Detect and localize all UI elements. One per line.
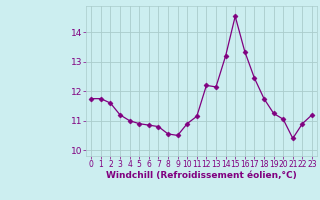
X-axis label: Windchill (Refroidissement éolien,°C): Windchill (Refroidissement éolien,°C) bbox=[106, 171, 297, 180]
